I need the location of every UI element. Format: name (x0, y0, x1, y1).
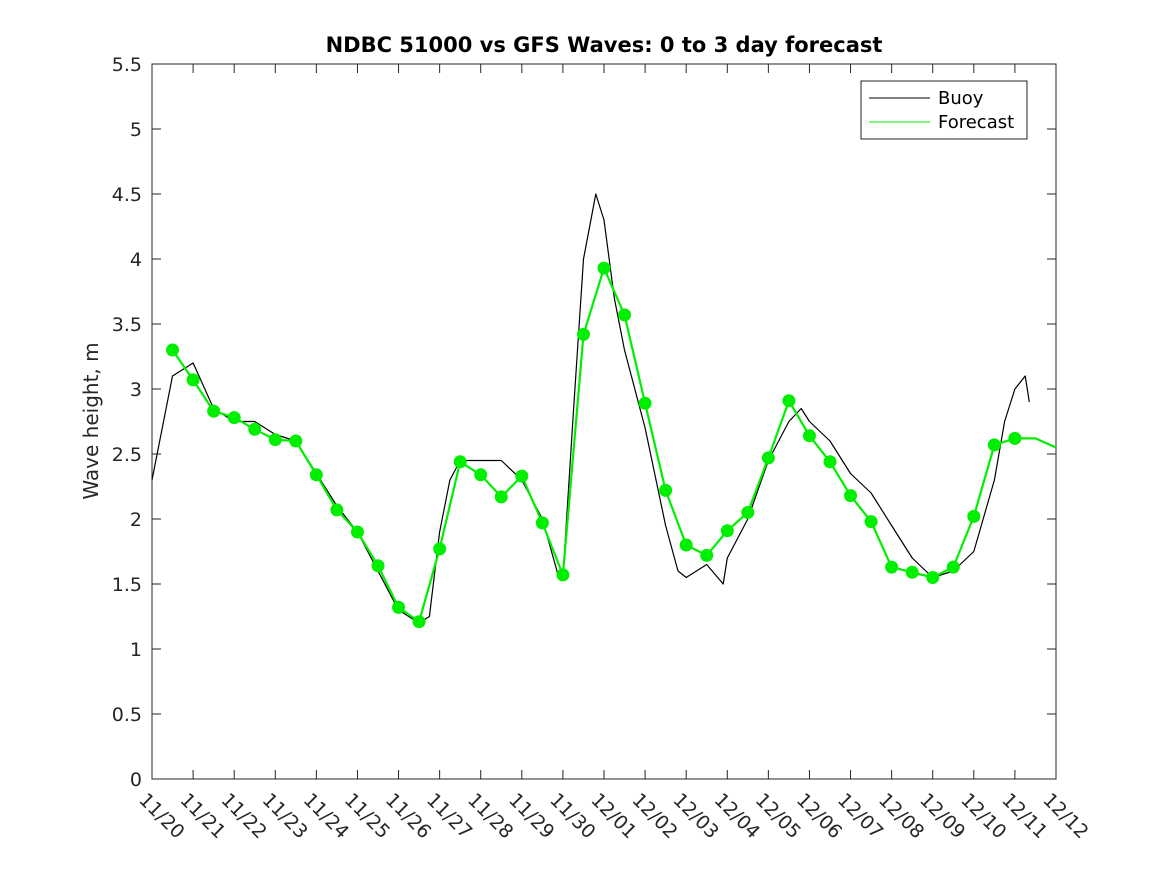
y-tick-label: 2 (130, 509, 142, 531)
y-tick-label: 3.5 (112, 314, 142, 336)
forecast-marker (248, 422, 262, 436)
forecast-marker (1008, 431, 1022, 445)
forecast-marker (679, 538, 693, 552)
y-axis-ticks: 0 0.5 1 1.5 2 2.5 3 3.5 4 4.5 5 5.5 (112, 54, 1056, 791)
forecast-marker (453, 455, 467, 469)
forecast-marker (227, 411, 241, 425)
forecast-marker (618, 308, 632, 322)
forecast-marker (515, 469, 529, 483)
forecast-marker (166, 343, 180, 357)
legend-buoy-label: Buoy (938, 88, 984, 109)
forecast-marker (967, 509, 981, 523)
forecast-marker (885, 560, 899, 574)
y-axis-label: Wave height, m (79, 342, 103, 499)
forecast-marker (659, 483, 673, 497)
forecast-marker (638, 396, 652, 410)
forecast-marker (926, 571, 940, 584)
forecast-marker (392, 600, 406, 614)
forecast-marker (535, 516, 549, 530)
forecast-marker (371, 559, 385, 573)
forecast-marker (700, 548, 714, 562)
forecast-marker (556, 568, 570, 582)
forecast-marker (309, 468, 323, 482)
y-tick-label: 1.5 (112, 574, 142, 596)
forecast-marker (741, 506, 755, 519)
forecast-marker (186, 373, 200, 387)
forecast-marker (720, 524, 734, 538)
y-tick-label: 5.5 (112, 54, 142, 76)
forecast-marker (330, 503, 344, 517)
axes-box (151, 63, 1057, 780)
y-tick-label: 0.5 (112, 704, 142, 726)
forecast-marker (864, 515, 878, 529)
forecast-marker (576, 327, 590, 341)
forecast-marker (802, 429, 816, 443)
forecast-marker (782, 394, 796, 408)
forecast-marker (844, 489, 858, 503)
y-tick-label: 2.5 (112, 444, 142, 466)
y-tick-label: 3 (130, 379, 142, 401)
forecast-marker (268, 433, 282, 447)
forecast-marker (433, 542, 447, 556)
y-tick-label: 1 (130, 639, 142, 661)
forecast-marker (494, 490, 508, 504)
legend-box (860, 80, 1028, 140)
forecast-marker (207, 404, 221, 418)
forecast-marker (289, 434, 303, 448)
forecast-marker (905, 565, 919, 579)
forecast-marker (946, 560, 960, 574)
forecast-marker (823, 455, 837, 469)
legend-forecast-label: Forecast (938, 112, 1014, 133)
forecast-marker (987, 438, 1001, 452)
forecast-marker (350, 525, 364, 539)
y-tick-label: 0 (130, 769, 142, 791)
y-tick-label: 4.5 (112, 184, 142, 206)
y-tick-label: 5 (130, 119, 142, 141)
plot-area (151, 63, 1057, 780)
forecast-marker (474, 468, 488, 482)
forecast-marker (761, 451, 775, 465)
forecast-marker (412, 615, 426, 629)
legend: Buoy Forecast (860, 80, 1028, 140)
forecast-marker (597, 261, 611, 275)
forecast-marker-layer (166, 261, 1022, 629)
y-tick-label: 4 (130, 249, 142, 271)
chart-title: NDBC 51000 vs GFS Waves: 0 to 3 day fore… (326, 33, 883, 57)
